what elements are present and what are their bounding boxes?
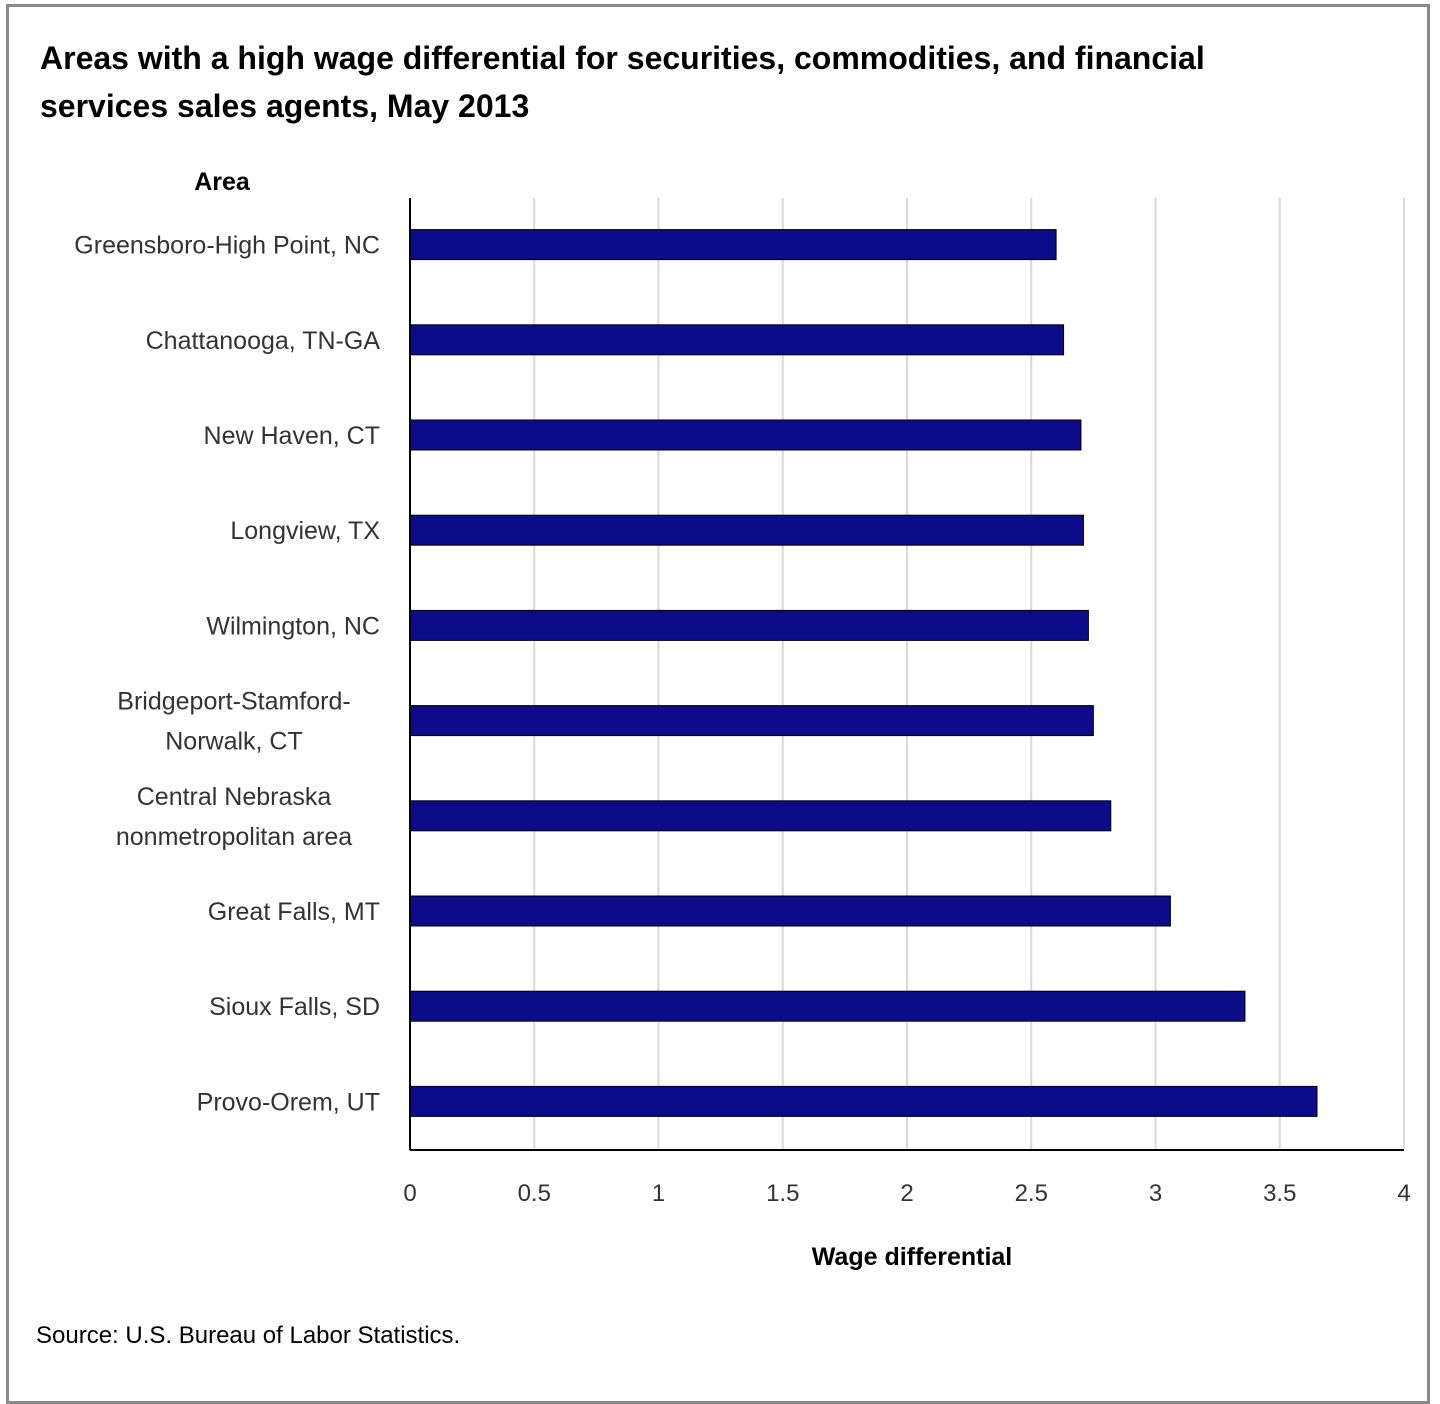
category-labels: Greensboro-High Point, NC Chattanooga, TN… [74,232,380,1117]
bar [409,895,1171,927]
category-label: Great Falls, MT [208,898,380,926]
bar [409,609,1089,641]
bar [409,1085,1318,1117]
bar [409,419,1082,451]
axes [409,198,1404,1151]
category-label: New Haven, CT [204,422,380,450]
bar [409,514,1084,546]
x-tick-label: 2.5 [1015,1180,1048,1207]
x-tick-label: 1.5 [766,1180,799,1207]
bar-chart: Greensboro-High Point, NC Chattanooga, TN… [74,168,1410,1271]
bar [409,990,1246,1022]
bar [409,800,1112,832]
category-label: Bridgeport-Stamford-Norwalk, CT [117,688,350,756]
chart-title: Areas with a high wage differential for … [40,40,1205,124]
x-tick-label: 3.5 [1263,1180,1296,1207]
x-tick-label: 0.5 [518,1180,551,1207]
bar [409,229,1057,261]
tick-labels: 0 0.5 1 1.5 2 2.5 3 3.5 4 [403,1180,1410,1207]
bar [409,324,1065,356]
x-tick-label: 2 [900,1180,913,1207]
category-label: Central Nebraska nonmetropolitan area [116,783,352,851]
x-tick-label: 3 [1149,1180,1162,1207]
category-label: Sioux Falls, SD [209,993,380,1021]
x-tick-label: 0 [403,1180,416,1207]
source-note: Source: U.S. Bureau of Labor Statistics. [36,1322,461,1349]
y-axis-title: Area [194,168,251,196]
category-label: Wilmington, NC [206,612,380,640]
bars [409,229,1318,1117]
x-tick-label: 1 [652,1180,665,1207]
category-label: Longview, TX [230,517,380,545]
x-axis-title: Wage differential [812,1243,1013,1271]
category-label: Greensboro-High Point, NC [74,232,380,260]
category-label: Provo-Orem, UT [197,1088,380,1116]
x-tick-label: 4 [1397,1180,1410,1207]
bar [409,705,1094,737]
category-label: Chattanooga, TN-GA [146,327,381,355]
